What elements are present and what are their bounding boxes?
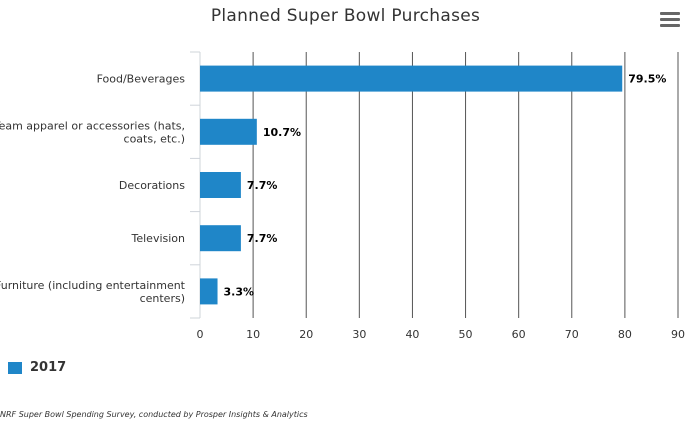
- data-label: 7.7%: [247, 232, 278, 245]
- x-tick-label: 90: [671, 328, 685, 341]
- legend-label: 2017: [30, 360, 67, 375]
- menu-line-icon: [660, 24, 680, 27]
- legend-swatch: [8, 361, 22, 374]
- category-label-line: Furniture (including entertainment: [0, 279, 186, 292]
- category-label: Television: [131, 232, 186, 245]
- data-label: 10.7%: [263, 126, 301, 139]
- bar: [200, 225, 241, 252]
- x-tick-label: 60: [512, 328, 526, 341]
- category-label: Furniture (including entertainment center…: [0, 279, 186, 305]
- x-tick-label: 50: [459, 328, 473, 341]
- x-tick-label: 80: [618, 328, 632, 341]
- menu-line-icon: [660, 12, 680, 15]
- hamburger-menu-icon[interactable]: [660, 12, 680, 28]
- category-label-line: centers): [140, 292, 185, 305]
- data-label: 79.5%: [628, 73, 666, 86]
- data-label: 7.7%: [247, 179, 278, 192]
- category-label: Team apparel or accessories (hats, coats,…: [0, 119, 185, 145]
- x-tick-label: 70: [565, 328, 579, 341]
- legend-item-2017[interactable]: 2017: [8, 360, 66, 375]
- bar: [200, 118, 257, 145]
- source-credit: NRF Super Bowl Spending Survey, conducte…: [0, 410, 308, 419]
- x-tick-label: 40: [405, 328, 419, 341]
- category-label-line: Television: [131, 232, 186, 245]
- category-label-line: Decorations: [119, 179, 185, 192]
- category-label: Decorations: [119, 179, 185, 192]
- x-tick-label: 10: [246, 328, 260, 341]
- chart-title: Planned Super Bowl Purchases: [210, 6, 481, 26]
- bar: [200, 278, 218, 305]
- category-label-line: coats, etc.): [124, 132, 185, 145]
- data-label: 3.3%: [224, 285, 255, 298]
- x-tick-label: 20: [299, 328, 313, 341]
- category-label-line: Team apparel or accessories (hats,: [0, 119, 185, 132]
- bar: [200, 65, 623, 92]
- category-label-line: Food/Beverages: [97, 73, 186, 86]
- menu-line-icon: [660, 18, 680, 21]
- bar: [200, 172, 241, 198]
- x-tick-label: 30: [352, 328, 366, 341]
- category-label: Food/Beverages: [97, 73, 186, 86]
- x-tick-label: 0: [197, 328, 204, 341]
